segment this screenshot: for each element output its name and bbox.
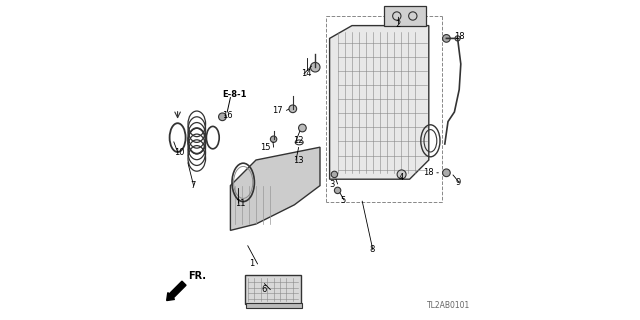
Text: 11: 11 [236,199,246,208]
Bar [246,303,302,308]
Text: 14: 14 [301,69,311,78]
Circle shape [310,62,320,72]
Circle shape [271,136,277,142]
Circle shape [289,105,296,113]
Circle shape [443,169,451,177]
Text: FR.: FR. [188,271,206,281]
Circle shape [397,170,406,179]
Text: 2: 2 [396,20,401,28]
Circle shape [335,187,341,194]
Text: E-8-1: E-8-1 [223,90,247,99]
Text: 1: 1 [249,260,254,268]
Polygon shape [384,6,426,26]
Bar [245,275,301,304]
Text: 5: 5 [340,196,346,204]
Circle shape [443,35,451,42]
Text: 12: 12 [292,136,303,145]
Text: 15: 15 [260,143,270,152]
Text: 16: 16 [223,111,233,120]
Circle shape [332,171,338,178]
Text: 4: 4 [398,173,404,182]
Text: 3: 3 [329,180,334,188]
Text: TL2AB0101: TL2AB0101 [427,301,470,310]
Text: 18: 18 [454,32,465,41]
Text: 13: 13 [292,156,303,164]
Text: 6: 6 [262,285,268,294]
Text: 9: 9 [456,178,461,187]
Polygon shape [330,26,429,179]
Circle shape [298,124,306,132]
Text: 17: 17 [273,106,283,115]
Text: 10: 10 [174,148,185,156]
Text: 18: 18 [423,168,434,177]
Polygon shape [230,147,320,230]
Text: 7: 7 [191,181,196,190]
Circle shape [219,113,227,121]
FancyArrow shape [166,281,186,300]
Text: 8: 8 [370,245,375,254]
